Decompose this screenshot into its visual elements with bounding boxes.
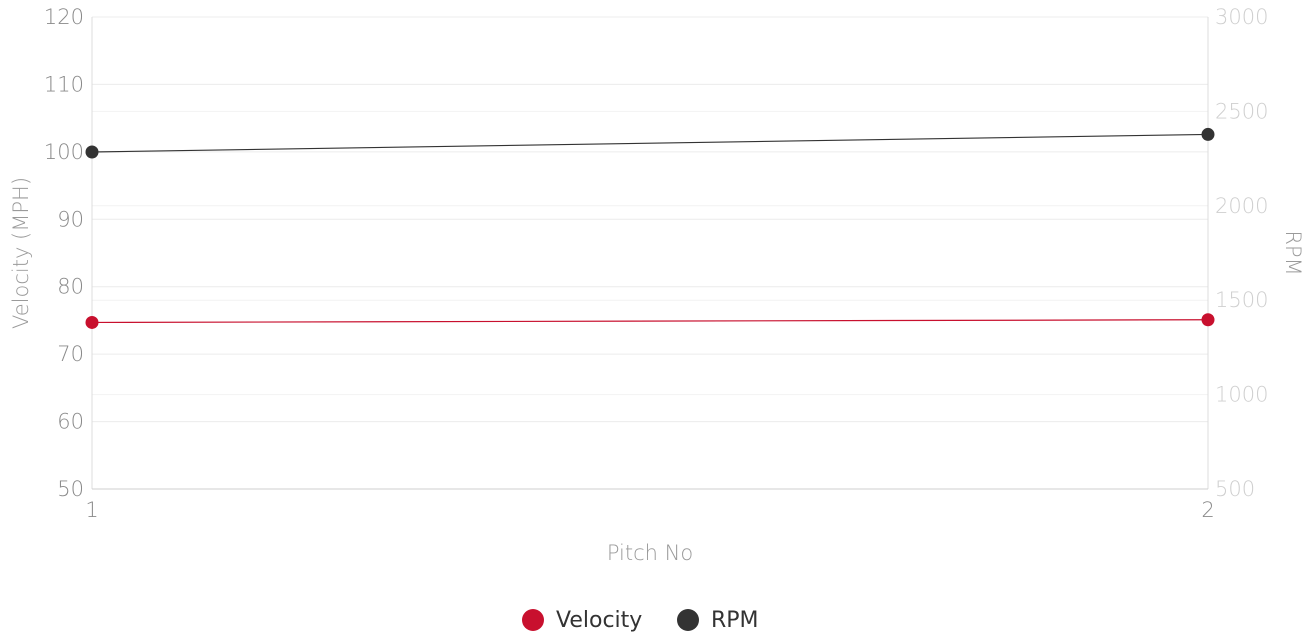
y2-tick-label: 1500	[1215, 288, 1268, 312]
axes-layer	[91, 17, 1209, 490]
legend-item-rpm[interactable]: RPM	[677, 608, 759, 633]
y-tick-label: 70	[57, 342, 84, 366]
x-axis-title: Pitch No	[607, 541, 693, 565]
legend-label-rpm: RPM	[711, 608, 759, 633]
y-tick-label: 80	[57, 275, 84, 299]
y-tick-label: 90	[57, 207, 84, 231]
velocity-data-point[interactable]	[85, 315, 99, 329]
grid-layer	[92, 16, 1208, 423]
x-tick-label: 2	[1201, 498, 1214, 522]
legend: Velocity RPM	[522, 608, 759, 633]
y-tick-label: 50	[57, 477, 84, 501]
velocity-data-point[interactable]	[1201, 313, 1215, 327]
series-layer	[85, 127, 1215, 329]
y2-tick-label: 2000	[1215, 194, 1268, 218]
y-axis-title: Velocity (MPH)	[9, 177, 33, 329]
y-tick-label: 60	[57, 410, 84, 434]
y2-axis-title: RPM	[1281, 230, 1305, 275]
velocity-series-line	[91, 319, 1209, 324]
y-tick-label: 120	[44, 5, 84, 29]
legend-label-velocity: Velocity	[556, 608, 642, 633]
y2-tick-label: 1000	[1215, 383, 1268, 407]
y-tick-label: 100	[44, 140, 84, 164]
rpm-data-point[interactable]	[1201, 127, 1215, 141]
rpm-data-point[interactable]	[85, 145, 99, 159]
y2-tick-label: 2500	[1215, 99, 1268, 123]
legend-item-velocity[interactable]: Velocity	[522, 608, 642, 633]
legend-swatch-velocity	[522, 609, 544, 631]
legend-swatch-rpm	[677, 609, 699, 631]
ticks-layer: 50 60 70 80 90 100 110 120 500 1000 1500 2000 2500 30…	[44, 5, 1269, 522]
y2-tick-label: 3000	[1215, 5, 1268, 29]
x-tick-label: 1	[85, 498, 98, 522]
y-tick-label: 110	[44, 72, 84, 96]
rpm-series-line	[91, 133, 1209, 153]
y2-tick-label: 500	[1215, 477, 1255, 501]
